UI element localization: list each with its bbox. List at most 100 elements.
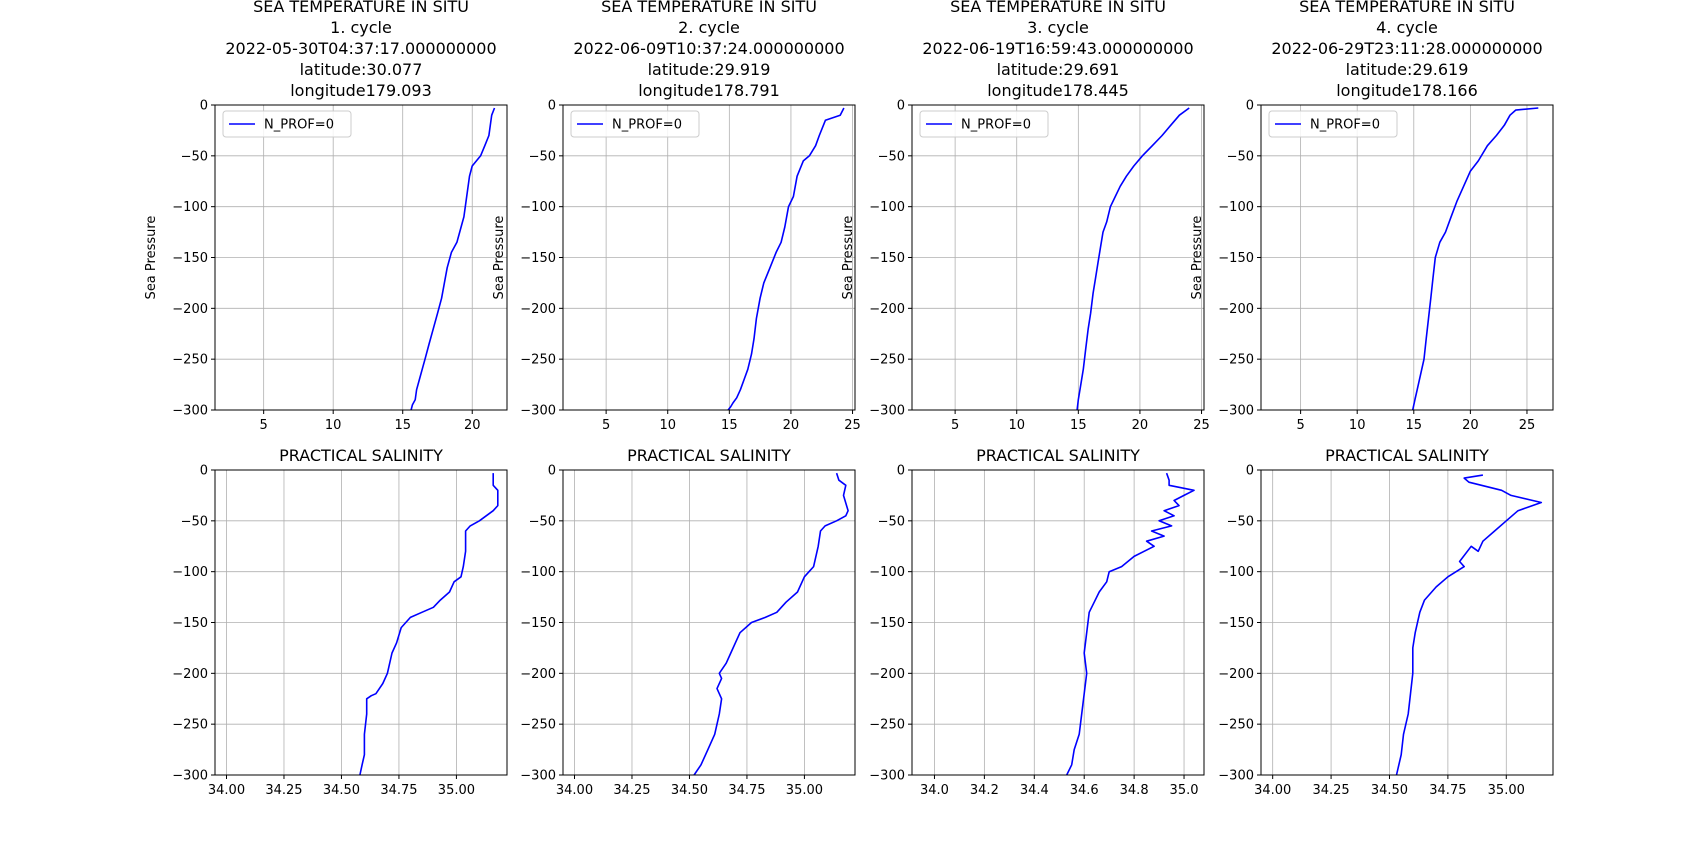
y-axis-label: Sea Pressure xyxy=(492,216,507,300)
legend-box xyxy=(1268,110,1398,138)
x-tick-label: 15 xyxy=(1070,418,1087,433)
legend-label: N_PROF=0 xyxy=(1310,118,1380,133)
subplot-title-line: longitude178.445 xyxy=(987,81,1129,100)
y-tick-label: −250 xyxy=(1218,353,1254,368)
y-tick-label: −150 xyxy=(520,251,556,266)
series-line xyxy=(359,473,499,776)
x-tick-label: 10 xyxy=(659,418,676,433)
subplot-title-line: PRACTICAL SALINITY xyxy=(279,446,443,465)
subplot-3: 5 10 15 20 25 0 −50 −100 −150 −200 −250 −300 Sea Pre… xyxy=(841,0,1210,433)
legend-label: N_PROF=0 xyxy=(961,118,1031,133)
subplot-title-line: latitude:29.619 xyxy=(1346,60,1469,79)
legend: N_PROF=0 xyxy=(222,110,352,138)
y-tick-label: 0 xyxy=(548,99,556,114)
series-line xyxy=(1395,474,1543,776)
y-tick-label: −300 xyxy=(1218,404,1254,419)
y-tick-label: −250 xyxy=(172,353,208,368)
y-tick-label: −100 xyxy=(1218,200,1254,215)
legend-box xyxy=(222,110,352,138)
series-line xyxy=(727,107,845,411)
y-tick-label: −200 xyxy=(520,667,556,682)
subplot-title-line: 3. cycle xyxy=(1027,18,1089,37)
y-tick-label: 0 xyxy=(1246,99,1254,114)
y-tick-label: −100 xyxy=(869,565,905,580)
subplot-title-line: latitude:29.919 xyxy=(648,60,771,79)
y-tick-label: −250 xyxy=(869,353,905,368)
y-tick-label: −100 xyxy=(172,565,208,580)
subplot-title-line: longitude179.093 xyxy=(290,81,432,100)
y-tick-label: −200 xyxy=(172,302,208,317)
y-tick-label: −150 xyxy=(520,616,556,631)
y-tick-label: 0 xyxy=(897,464,905,479)
x-tick-label: 10 xyxy=(1008,418,1025,433)
subplot-title-line: 1. cycle xyxy=(330,18,392,37)
series-line xyxy=(1065,472,1195,776)
subplot-title-line: 2022-06-09T10:37:24.000000000 xyxy=(573,39,844,58)
y-tick-label: −150 xyxy=(172,251,208,266)
x-tick-label: 5 xyxy=(602,418,610,433)
x-tick-label: 34.8 xyxy=(1120,783,1149,798)
subplot-title-line: PRACTICAL SALINITY xyxy=(976,446,1140,465)
y-tick-label: −100 xyxy=(869,200,905,215)
subplot-title-line: PRACTICAL SALINITY xyxy=(627,446,791,465)
subplot-title-line: SEA TEMPERATURE IN SITU xyxy=(950,0,1166,16)
legend: N_PROF=0 xyxy=(570,110,700,138)
x-tick-label: 34.2 xyxy=(970,783,999,798)
x-tick-label: 35.00 xyxy=(438,783,475,798)
subplot-title-line: SEA TEMPERATURE IN SITU xyxy=(601,0,817,16)
subplot-title-line: longitude178.791 xyxy=(638,81,780,100)
subplot-title-line: SEA TEMPERATURE IN SITU xyxy=(253,0,469,16)
y-tick-label: −250 xyxy=(172,718,208,733)
x-tick-label: 15 xyxy=(1406,418,1423,433)
y-tick-label: 0 xyxy=(200,464,208,479)
y-axis-label: Sea Pressure xyxy=(1190,216,1205,300)
y-tick-label: −50 xyxy=(1227,514,1254,529)
subplot-8: 34.00 34.25 34.50 34.75 35.00 0 −50 −100 −150 −20… xyxy=(1218,446,1554,798)
y-tick-label: −300 xyxy=(1218,769,1254,784)
subplot-title-line: 2022-05-30T04:37:17.000000000 xyxy=(225,39,496,58)
y-axis-label: Sea Pressure xyxy=(144,216,159,300)
y-tick-label: −50 xyxy=(878,514,905,529)
y-tick-label: −50 xyxy=(529,514,556,529)
x-tick-label: 15 xyxy=(394,418,411,433)
y-tick-label: −200 xyxy=(869,667,905,682)
x-tick-label: 15 xyxy=(721,418,738,433)
x-tick-label: 34.4 xyxy=(1020,783,1049,798)
y-tick-label: −200 xyxy=(1218,667,1254,682)
y-tick-label: −100 xyxy=(1218,565,1254,580)
y-tick-label: −200 xyxy=(869,302,905,317)
legend-label: N_PROF=0 xyxy=(264,118,334,133)
x-tick-label: 34.00 xyxy=(556,783,593,798)
x-tick-label: 34.25 xyxy=(1312,783,1349,798)
y-tick-label: −100 xyxy=(172,200,208,215)
x-tick-label: 34.75 xyxy=(1429,783,1466,798)
y-tick-label: −250 xyxy=(869,718,905,733)
subplot-5: 34.00 34.25 34.50 34.75 35.00 0 −50 −100 −150 −20… xyxy=(172,446,508,798)
y-tick-label: −300 xyxy=(520,769,556,784)
y-tick-label: 0 xyxy=(897,99,905,114)
y-tick-label: −150 xyxy=(869,616,905,631)
x-tick-label: 34.50 xyxy=(671,783,708,798)
x-tick-label: 5 xyxy=(1296,418,1304,433)
y-tick-label: −150 xyxy=(869,251,905,266)
y-tick-label: −150 xyxy=(172,616,208,631)
y-tick-label: −50 xyxy=(181,149,208,164)
subplot-title-line: 2022-06-29T23:11:28.000000000 xyxy=(1271,39,1542,58)
y-tick-label: −100 xyxy=(520,565,556,580)
series-line xyxy=(410,107,496,411)
subplot-title-line: PRACTICAL SALINITY xyxy=(1325,446,1489,465)
x-tick-label: 34.00 xyxy=(208,783,245,798)
y-tick-label: 0 xyxy=(1246,464,1254,479)
y-tick-label: 0 xyxy=(200,99,208,114)
subplot-2: 5 10 15 20 25 0 −50 −100 −150 −200 −250 −300 Sea Pre… xyxy=(492,0,861,433)
x-tick-label: 34.50 xyxy=(323,783,360,798)
y-tick-label: −100 xyxy=(520,200,556,215)
y-tick-label: −300 xyxy=(520,404,556,419)
x-tick-label: 34.25 xyxy=(265,783,302,798)
legend-box xyxy=(570,110,700,138)
x-tick-label: 25 xyxy=(844,418,861,433)
subplot-title-line: 2. cycle xyxy=(678,18,740,37)
x-tick-label: 25 xyxy=(1519,418,1536,433)
x-tick-label: 34.00 xyxy=(1254,783,1291,798)
